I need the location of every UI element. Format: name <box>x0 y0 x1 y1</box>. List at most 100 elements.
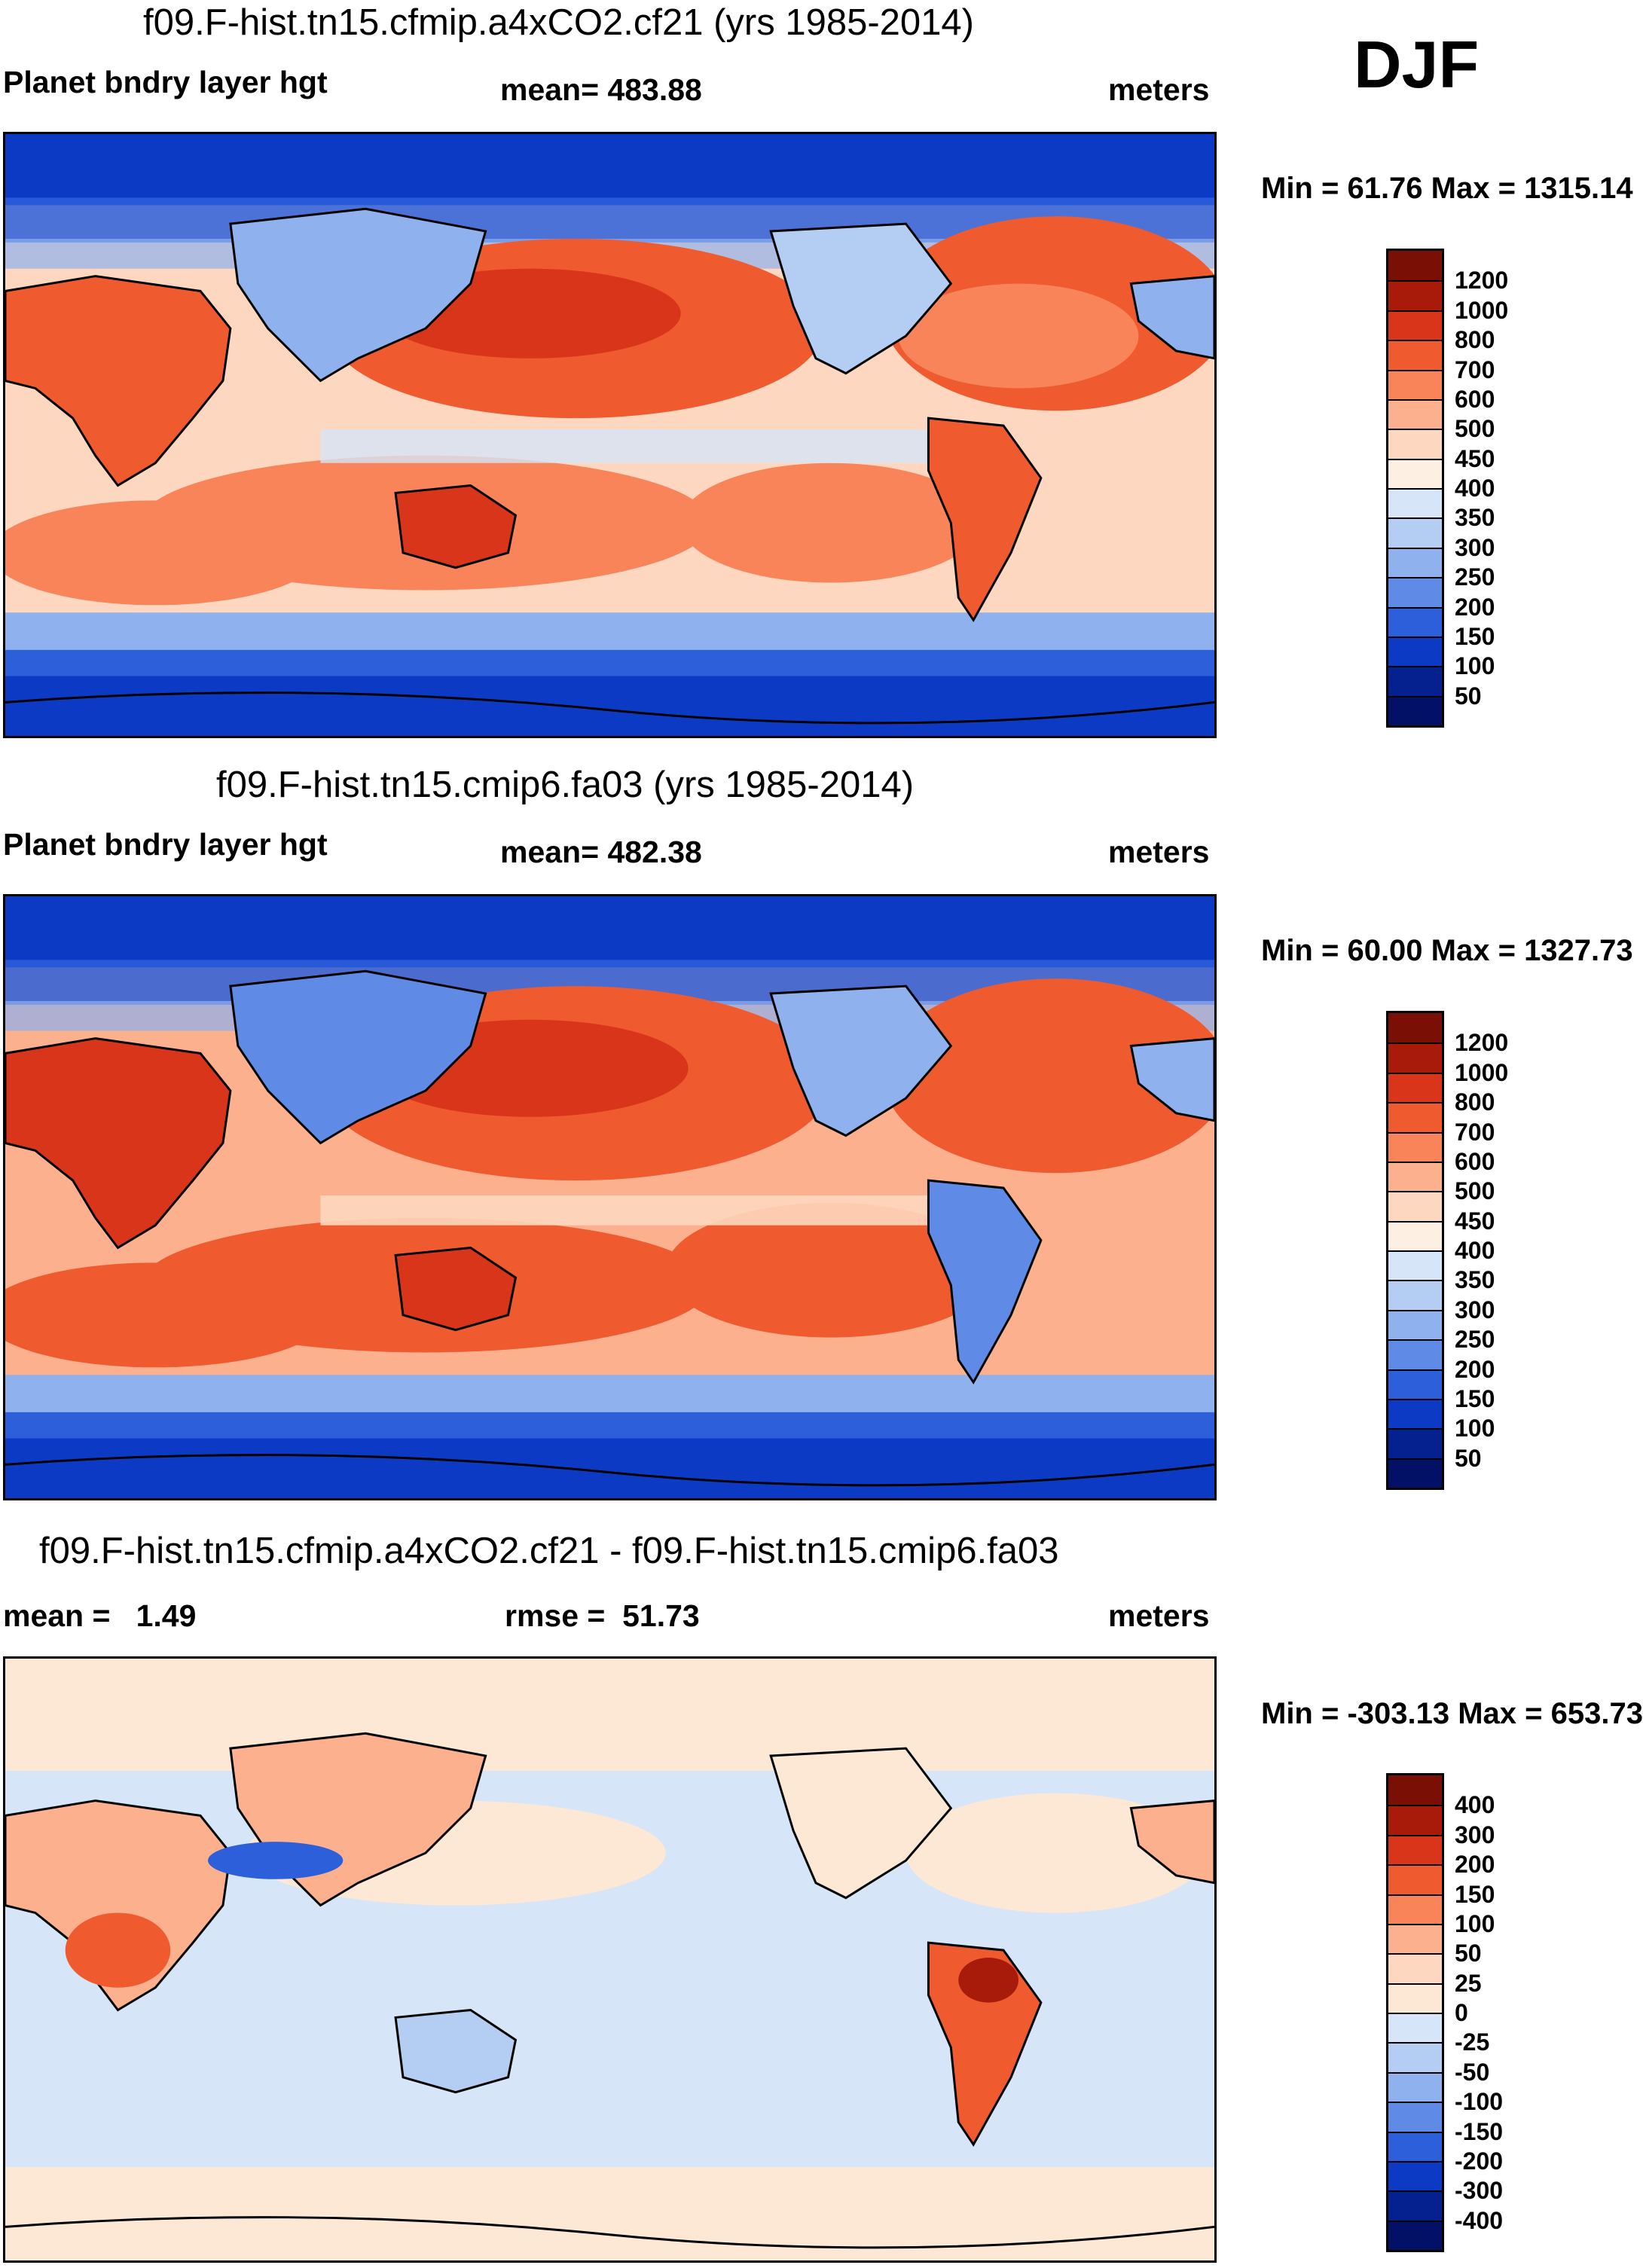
panel-bottom-colorbar <box>1386 1773 1444 2252</box>
colorbar-tick-label: 700 <box>1455 356 1495 383</box>
colorbar-tick-label: 1000 <box>1455 296 1509 324</box>
colorbar-tick-label: 300 <box>1455 1821 1495 1848</box>
colorbar-swatch <box>1388 1923 1442 1954</box>
panel-middle-variable-label: Planet bndry layer hgt <box>3 827 328 862</box>
colorbar-tick-label: -100 <box>1455 2088 1504 2116</box>
colorbar-tick-label: -25 <box>1455 2028 1490 2056</box>
colorbar-swatch <box>1388 695 1442 725</box>
colorbar-swatch <box>1388 1398 1442 1429</box>
colorbar-tick-label: 50 <box>1455 682 1482 710</box>
colorbar-swatch <box>1388 1864 1442 1894</box>
colorbar-tick-label: 250 <box>1455 563 1495 591</box>
panel-middle-minmax-label: Min = 60.00 Max = 1327.73 <box>1261 934 1633 967</box>
colorbar-swatch <box>1388 369 1442 399</box>
colorbar-tick-label: -400 <box>1455 2206 1504 2234</box>
colorbar-tick-label: 150 <box>1455 1384 1495 1412</box>
colorbar-swatch <box>1388 2013 1442 2043</box>
colorbar-swatch <box>1388 1894 1442 1924</box>
panel-top-colorbar <box>1386 249 1444 728</box>
colorbar-swatch <box>1388 1369 1442 1399</box>
colorbar-swatch <box>1388 429 1442 459</box>
panel-middle-units-label: meters <box>1108 835 1210 869</box>
panel-middle-mean-label: mean= 482.38 <box>500 835 702 869</box>
colorbar-swatch <box>1388 1131 1442 1161</box>
panel-top-minmax-label: Min = 61.76 Max = 1315.14 <box>1261 172 1633 205</box>
panel-middle-colorbar <box>1386 1011 1444 1490</box>
colorbar-swatch <box>1388 1834 1442 1865</box>
colorbar-swatch <box>1388 1805 1442 1835</box>
colorbar-tick-label: 450 <box>1455 1207 1495 1235</box>
colorbar-tick-label: -200 <box>1455 2147 1504 2175</box>
panel-bottom-units-label: meters <box>1108 1598 1210 1633</box>
colorbar-swatch <box>1388 2160 1442 2191</box>
colorbar-tick-label: 400 <box>1455 475 1495 502</box>
panel-top-mean-label: mean= 483.88 <box>500 72 702 107</box>
colorbar-swatch <box>1388 1458 1442 1488</box>
colorbar-swatch <box>1388 340 1442 370</box>
panel-bottom-minmax-label: Min = -303.13 Max = 653.73 <box>1261 1697 1643 1730</box>
colorbar-swatch <box>1388 547 1442 578</box>
panel-top-variable-label: Planet bndry layer hgt <box>3 65 328 99</box>
colorbar-swatch <box>1388 2102 1442 2132</box>
colorbar-swatch <box>1388 280 1442 310</box>
colorbar-tick-label: 300 <box>1455 533 1495 561</box>
panel-bottom-title: f09.F-hist.tn15.cfmip.a4xCO2.cf21 - f09.… <box>39 1531 1059 1571</box>
colorbar-swatch <box>1388 310 1442 340</box>
colorbar-swatch <box>1388 2042 1442 2072</box>
colorbar-tick-label: 150 <box>1455 622 1495 650</box>
colorbar-swatch <box>1388 2131 1442 2161</box>
colorbar-tick-label: 500 <box>1455 1177 1495 1205</box>
colorbar-tick-label: 250 <box>1455 1326 1495 1354</box>
panel-bottom-map <box>3 1656 1217 2263</box>
colorbar-tick-label: 200 <box>1455 593 1495 621</box>
colorbar-tick-label: 350 <box>1455 1266 1495 1294</box>
colorbar-swatch <box>1388 1983 1442 2013</box>
colorbar-tick-label: -50 <box>1455 2058 1490 2086</box>
colorbar-tick-label: 800 <box>1455 326 1495 354</box>
colorbar-swatch <box>1388 1013 1442 1043</box>
colorbar-tick-label: 1200 <box>1455 1029 1509 1057</box>
colorbar-tick-label: 0 <box>1455 1999 1468 2026</box>
colorbar-tick-label: 500 <box>1455 415 1495 443</box>
colorbar-swatch <box>1388 1775 1442 1806</box>
colorbar-tick-label: 50 <box>1455 1940 1482 1967</box>
colorbar-tick-label: 700 <box>1455 1118 1495 1146</box>
colorbar-swatch <box>1388 1953 1442 1983</box>
colorbar-tick-label: 400 <box>1455 1237 1495 1264</box>
colorbar-tick-label: 100 <box>1455 1415 1495 1442</box>
colorbar-swatch <box>1388 398 1442 429</box>
colorbar-tick-label: 100 <box>1455 652 1495 680</box>
colorbar-tick-label: 200 <box>1455 1851 1495 1879</box>
colorbar-tick-label: 400 <box>1455 1791 1495 1819</box>
colorbar-swatch <box>1388 666 1442 696</box>
colorbar-tick-label: -150 <box>1455 2117 1504 2145</box>
colorbar-swatch <box>1388 2190 1442 2221</box>
colorbar-swatch <box>1388 1072 1442 1103</box>
colorbar-swatch <box>1388 2071 1442 2102</box>
panel-bottom-mean-label: mean = 1.49 <box>3 1598 197 1633</box>
colorbar-tick-label: 800 <box>1455 1088 1495 1116</box>
panel-top-map-graphic <box>5 134 1214 736</box>
colorbar-swatch <box>1388 1309 1442 1340</box>
colorbar-tick-label: 1200 <box>1455 267 1509 295</box>
colorbar-swatch <box>1388 1339 1442 1369</box>
colorbar-swatch <box>1388 1428 1442 1458</box>
colorbar-tick-label: 450 <box>1455 444 1495 472</box>
panel-bottom-map-graphic <box>5 1659 1214 2260</box>
season-label: DJF <box>1354 27 1480 102</box>
panel-top-map <box>3 132 1217 738</box>
colorbar-swatch <box>1388 1191 1442 1221</box>
colorbar-swatch <box>1388 458 1442 488</box>
colorbar-swatch <box>1388 1102 1442 1132</box>
colorbar-swatch <box>1388 1161 1442 1192</box>
colorbar-swatch <box>1388 1220 1442 1250</box>
colorbar-swatch <box>1388 1042 1442 1073</box>
panel-middle-map <box>3 894 1217 1500</box>
colorbar-swatch <box>1388 1280 1442 1310</box>
colorbar-swatch <box>1388 636 1442 667</box>
panel-top-title: f09.F-hist.tn15.cfmip.a4xCO2.cf21 (yrs 1… <box>143 2 975 43</box>
colorbar-tick-label: 350 <box>1455 504 1495 532</box>
colorbar-tick-label: 300 <box>1455 1296 1495 1323</box>
colorbar-tick-label: 200 <box>1455 1355 1495 1383</box>
colorbar-swatch <box>1388 1250 1442 1281</box>
